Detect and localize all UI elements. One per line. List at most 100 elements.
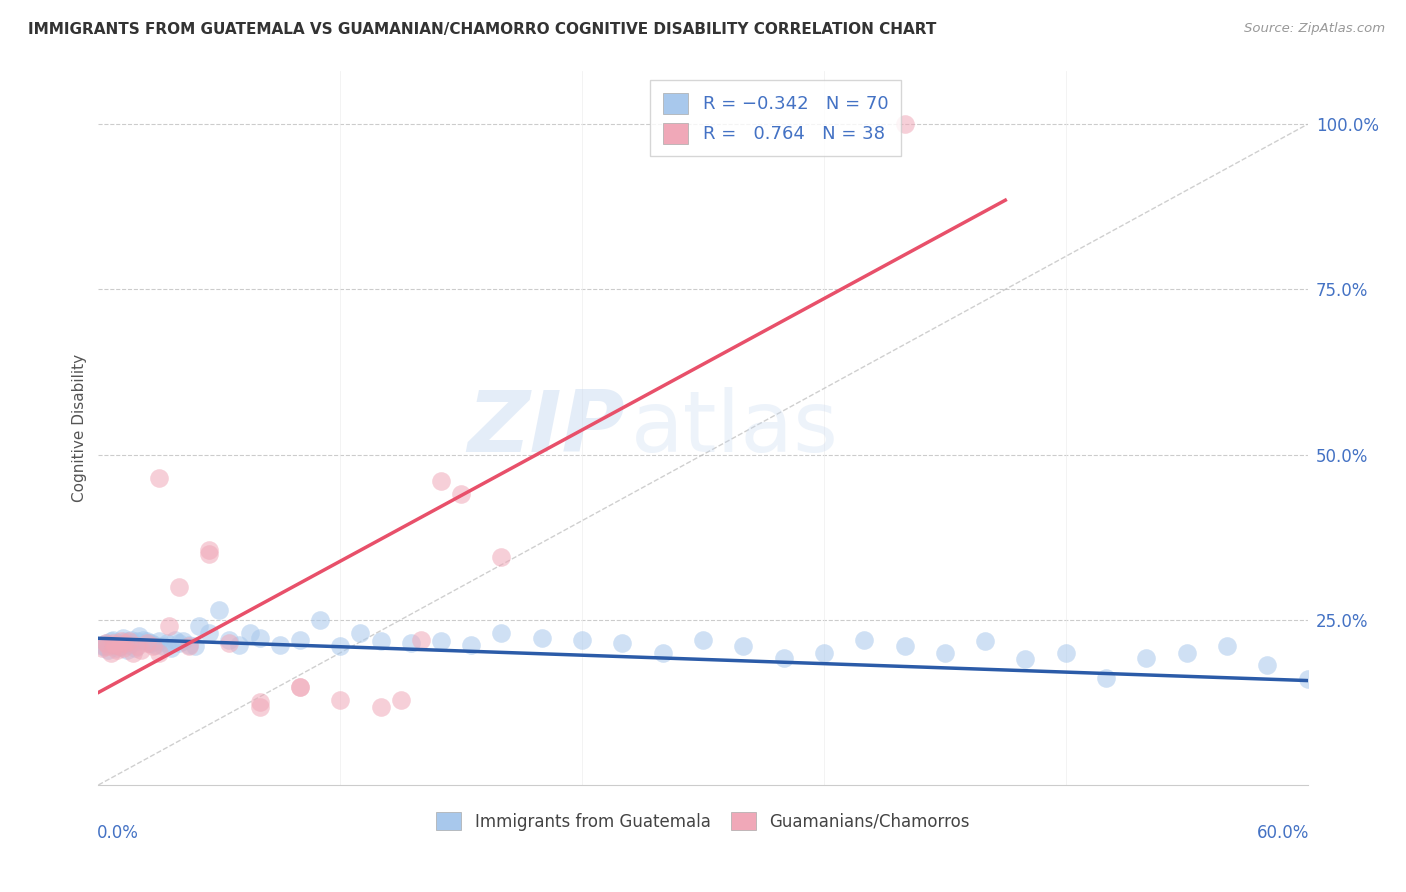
Point bbox=[103, 638, 125, 652]
Point bbox=[370, 700, 392, 714]
Point bbox=[430, 474, 453, 488]
Point bbox=[120, 632, 142, 647]
Point bbox=[101, 636, 124, 650]
Point bbox=[1054, 646, 1077, 660]
Point bbox=[218, 632, 240, 647]
Point bbox=[288, 680, 311, 694]
Point bbox=[1296, 672, 1319, 686]
Text: IMMIGRANTS FROM GUATEMALA VS GUAMANIAN/CHAMORRO COGNITIVE DISABILITY CORRELATION: IMMIGRANTS FROM GUATEMALA VS GUAMANIAN/C… bbox=[28, 22, 936, 37]
Point bbox=[179, 639, 201, 653]
Point bbox=[157, 619, 180, 633]
Point bbox=[103, 638, 125, 652]
Point bbox=[96, 636, 118, 650]
Point bbox=[198, 543, 221, 558]
Point bbox=[198, 547, 221, 561]
Point bbox=[132, 632, 155, 647]
Point bbox=[1014, 652, 1036, 666]
Point bbox=[1216, 639, 1239, 653]
Point bbox=[893, 117, 915, 131]
Point bbox=[114, 636, 136, 650]
Point bbox=[105, 642, 128, 657]
Point bbox=[139, 636, 162, 650]
Point bbox=[269, 638, 291, 652]
Point bbox=[110, 634, 132, 648]
Point bbox=[138, 636, 160, 650]
Point bbox=[208, 603, 231, 617]
Point bbox=[107, 639, 129, 653]
Point bbox=[156, 636, 179, 650]
Text: 60.0%: 60.0% bbox=[1257, 824, 1309, 842]
Point bbox=[218, 636, 240, 650]
Point bbox=[93, 639, 115, 653]
Point bbox=[288, 680, 311, 694]
Point bbox=[460, 638, 482, 652]
Point bbox=[163, 632, 186, 647]
Point bbox=[101, 632, 124, 647]
Point bbox=[160, 640, 183, 655]
Text: Source: ZipAtlas.com: Source: ZipAtlas.com bbox=[1244, 22, 1385, 36]
Text: atlas: atlas bbox=[630, 386, 838, 470]
Point bbox=[100, 646, 122, 660]
Point bbox=[491, 626, 513, 640]
Point bbox=[97, 639, 120, 653]
Text: 0.0%: 0.0% bbox=[97, 824, 139, 842]
Point bbox=[370, 634, 392, 648]
Point bbox=[853, 632, 876, 647]
Point bbox=[329, 639, 352, 653]
Point bbox=[329, 693, 352, 707]
Legend: Immigrants from Guatemala, Guamanians/Chamorros: Immigrants from Guatemala, Guamanians/Ch… bbox=[430, 805, 976, 838]
Point bbox=[399, 636, 422, 650]
Point bbox=[491, 549, 513, 564]
Point bbox=[389, 693, 412, 707]
Point bbox=[128, 629, 150, 643]
Point bbox=[733, 639, 755, 653]
Point bbox=[450, 487, 472, 501]
Point bbox=[124, 640, 146, 655]
Point bbox=[167, 636, 190, 650]
Text: ZIP: ZIP bbox=[467, 386, 624, 470]
Point bbox=[239, 626, 262, 640]
Point bbox=[107, 636, 129, 650]
Point bbox=[309, 613, 332, 627]
Point bbox=[143, 638, 166, 652]
Point bbox=[121, 646, 143, 660]
Point bbox=[148, 646, 170, 660]
Point bbox=[118, 638, 141, 652]
Point bbox=[530, 632, 553, 646]
Point bbox=[97, 642, 120, 657]
Point bbox=[125, 639, 148, 653]
Point bbox=[571, 632, 593, 647]
Point bbox=[1135, 651, 1157, 665]
Point bbox=[111, 632, 134, 646]
Point bbox=[179, 638, 201, 652]
Point bbox=[430, 634, 453, 648]
Point bbox=[172, 634, 194, 648]
Point bbox=[288, 632, 311, 647]
Point bbox=[974, 634, 997, 648]
Point bbox=[148, 471, 170, 485]
Point bbox=[91, 640, 114, 655]
Point bbox=[125, 634, 148, 648]
Point bbox=[772, 651, 794, 665]
Point bbox=[184, 639, 207, 653]
Point bbox=[1256, 657, 1278, 672]
Point bbox=[1095, 671, 1118, 685]
Point bbox=[135, 636, 157, 650]
Point bbox=[129, 642, 152, 657]
Point bbox=[409, 632, 432, 647]
Point bbox=[91, 639, 114, 653]
Point bbox=[651, 646, 673, 660]
Point bbox=[612, 636, 634, 650]
Point bbox=[142, 639, 165, 653]
Point bbox=[893, 639, 915, 653]
Point bbox=[934, 646, 956, 660]
Point bbox=[96, 636, 118, 650]
Point bbox=[249, 632, 271, 646]
Point bbox=[111, 640, 134, 655]
Point bbox=[148, 634, 170, 648]
Point bbox=[228, 638, 250, 652]
Point bbox=[813, 646, 835, 660]
Point bbox=[121, 636, 143, 650]
Point bbox=[249, 695, 271, 709]
Point bbox=[110, 639, 132, 653]
